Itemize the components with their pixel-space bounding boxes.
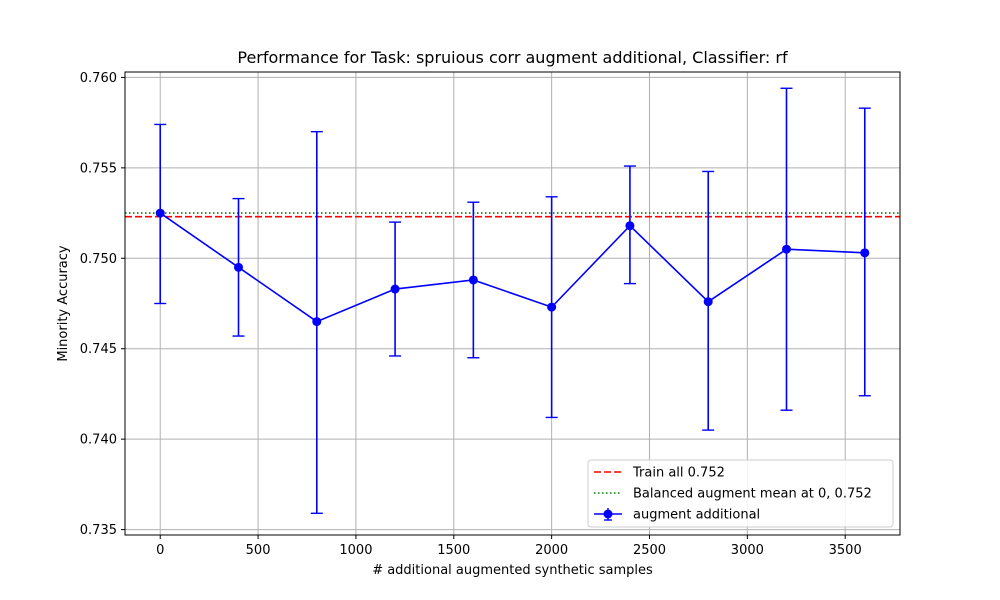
data-point-9 <box>860 248 870 258</box>
chart-title: Performance for Task: spruious corr augm… <box>237 48 788 67</box>
y-tick-label-4: 0.755 <box>80 161 117 176</box>
x-axis-ticks: 0 500 1000 1500 2000 2500 3000 3500 <box>156 535 862 558</box>
y-axis-ticks: 0.735 0.740 0.745 0.750 0.755 0.760 <box>80 71 125 538</box>
x-axis-label: # additional augmented synthetic samples <box>372 563 653 578</box>
data-point-8 <box>781 244 791 254</box>
x-tick-label-7: 3500 <box>829 543 862 558</box>
series-augment-additional <box>154 87 871 514</box>
data-point-7 <box>703 297 713 307</box>
x-tick-label-3: 1500 <box>437 543 470 558</box>
y-tick-label-2: 0.745 <box>80 342 117 357</box>
data-point-3 <box>390 284 400 294</box>
x-tick-label-2: 1000 <box>339 543 372 558</box>
series-line-0 <box>159 212 865 323</box>
data-point-0 <box>155 208 165 218</box>
legend-label-1: Balanced augment mean at 0, 0.752 <box>633 487 872 502</box>
y-tick-label-5: 0.760 <box>80 71 117 86</box>
y-tick-label-3: 0.750 <box>80 252 117 267</box>
legend-label-2: augment additional <box>633 508 760 523</box>
data-point-6 <box>625 221 635 231</box>
plot-area-frame <box>124 71 901 536</box>
legend-label-0: Train all 0.752 <box>632 466 725 481</box>
legend: Train all 0.752 Balanced augment mean at … <box>587 459 894 528</box>
y-tick-label-0: 0.735 <box>80 523 117 538</box>
data-point-5 <box>547 302 557 312</box>
y-tick-label-1: 0.740 <box>80 433 117 448</box>
legend-handle-marker-2 <box>603 509 613 519</box>
data-point-4 <box>468 275 478 285</box>
x-tick-label-6: 3000 <box>731 543 764 558</box>
data-point-1 <box>234 262 244 272</box>
x-tick-label-5: 2500 <box>633 543 666 558</box>
reference-lines <box>125 212 900 218</box>
grid <box>125 72 900 535</box>
x-tick-label-4: 2000 <box>535 543 568 558</box>
x-tick-label-0: 0 <box>156 543 164 558</box>
x-tick-label-1: 500 <box>246 543 271 558</box>
y-axis-label: Minority Accuracy <box>56 245 71 362</box>
legend-box <box>587 459 894 528</box>
data-point-2 <box>312 317 322 327</box>
